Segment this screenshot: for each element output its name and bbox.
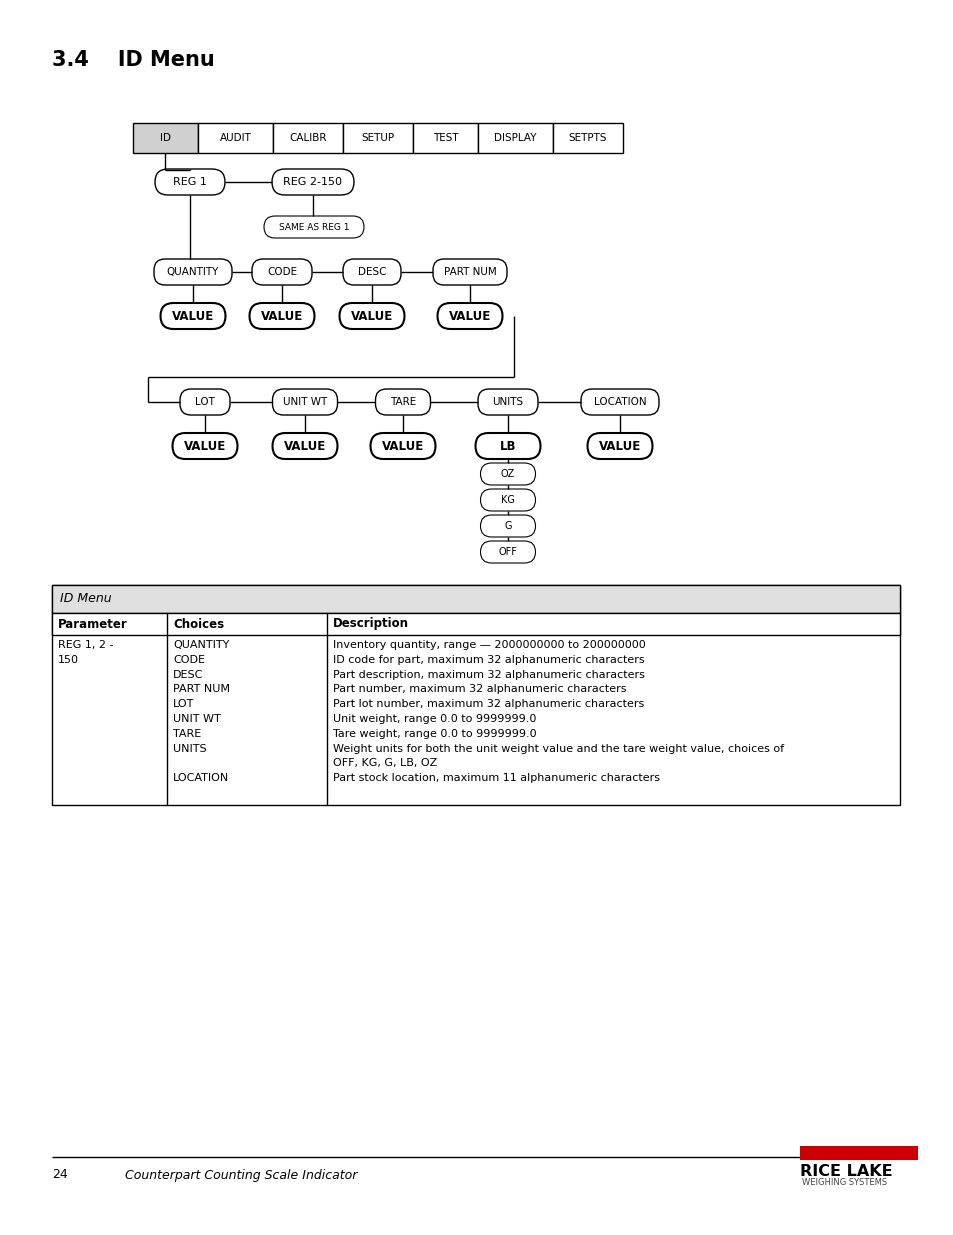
FancyBboxPatch shape xyxy=(180,389,230,415)
FancyBboxPatch shape xyxy=(580,389,659,415)
FancyBboxPatch shape xyxy=(160,303,225,329)
Bar xyxy=(198,124,273,153)
Text: RICE LAKE: RICE LAKE xyxy=(800,1165,892,1179)
Text: REG 1, 2 -
150: REG 1, 2 - 150 xyxy=(58,640,113,664)
FancyBboxPatch shape xyxy=(370,433,435,459)
Text: UNIT WT: UNIT WT xyxy=(283,396,327,408)
Text: SETPTS: SETPTS xyxy=(568,133,607,143)
FancyBboxPatch shape xyxy=(273,389,337,415)
FancyBboxPatch shape xyxy=(252,259,312,285)
Text: Parameter: Parameter xyxy=(58,618,128,631)
Bar xyxy=(52,585,899,613)
FancyBboxPatch shape xyxy=(154,169,225,195)
FancyBboxPatch shape xyxy=(480,463,535,485)
Text: TEST: TEST xyxy=(433,133,457,143)
Text: SAME AS REG 1: SAME AS REG 1 xyxy=(278,222,349,231)
Text: DESC: DESC xyxy=(357,267,386,277)
Bar xyxy=(477,124,553,153)
FancyBboxPatch shape xyxy=(433,259,506,285)
FancyBboxPatch shape xyxy=(480,541,535,563)
FancyBboxPatch shape xyxy=(250,303,314,329)
Text: QUANTITY: QUANTITY xyxy=(167,267,219,277)
Text: LOT: LOT xyxy=(194,396,214,408)
Text: VALUE: VALUE xyxy=(184,440,226,452)
FancyBboxPatch shape xyxy=(153,259,232,285)
Text: Inventory quantity, range — 2000000000 to 200000000
ID code for part, maximum 32: Inventory quantity, range — 2000000000 t… xyxy=(333,640,783,783)
Text: KG: KG xyxy=(500,495,515,505)
Text: SETUP: SETUP xyxy=(361,133,395,143)
Text: Description: Description xyxy=(333,618,409,631)
Text: DISPLAY: DISPLAY xyxy=(494,133,537,143)
Bar xyxy=(132,124,198,153)
Bar xyxy=(52,585,899,805)
Bar xyxy=(52,613,899,635)
FancyBboxPatch shape xyxy=(264,216,364,238)
FancyBboxPatch shape xyxy=(273,433,337,459)
Text: QUANTITY
CODE
DESC
PART NUM
LOT
UNIT WT
TARE
UNITS

LOCATION: QUANTITY CODE DESC PART NUM LOT UNIT WT … xyxy=(172,640,230,783)
Text: AUDIT: AUDIT xyxy=(219,133,252,143)
Bar xyxy=(343,124,413,153)
Text: VALUE: VALUE xyxy=(381,440,424,452)
Text: WEIGHING SYSTEMS: WEIGHING SYSTEMS xyxy=(801,1178,886,1187)
Text: VALUE: VALUE xyxy=(351,310,393,322)
Bar xyxy=(413,124,477,153)
Text: VALUE: VALUE xyxy=(598,440,640,452)
Text: REG 2-150: REG 2-150 xyxy=(283,177,342,186)
Text: VALUE: VALUE xyxy=(449,310,491,322)
Text: 24: 24 xyxy=(52,1168,68,1182)
Text: CALIBR: CALIBR xyxy=(289,133,327,143)
FancyBboxPatch shape xyxy=(587,433,652,459)
FancyBboxPatch shape xyxy=(343,259,400,285)
Text: ID Menu: ID Menu xyxy=(60,593,112,605)
Text: VALUE: VALUE xyxy=(260,310,303,322)
Text: G: G xyxy=(504,521,511,531)
FancyBboxPatch shape xyxy=(437,303,502,329)
FancyBboxPatch shape xyxy=(172,433,237,459)
FancyBboxPatch shape xyxy=(272,169,354,195)
Text: OZ: OZ xyxy=(500,469,515,479)
Text: 3.4    ID Menu: 3.4 ID Menu xyxy=(52,49,214,70)
FancyBboxPatch shape xyxy=(339,303,404,329)
Text: VALUE: VALUE xyxy=(284,440,326,452)
Text: VALUE: VALUE xyxy=(172,310,213,322)
Text: Choices: Choices xyxy=(172,618,224,631)
FancyBboxPatch shape xyxy=(475,433,540,459)
Text: REG 1: REG 1 xyxy=(172,177,207,186)
Text: OFF: OFF xyxy=(498,547,517,557)
Text: ID: ID xyxy=(160,133,171,143)
FancyBboxPatch shape xyxy=(480,489,535,511)
Bar xyxy=(273,124,343,153)
Text: CODE: CODE xyxy=(267,267,296,277)
Text: LB: LB xyxy=(499,440,516,452)
Bar xyxy=(800,1146,917,1160)
Text: Counterpart Counting Scale Indicator: Counterpart Counting Scale Indicator xyxy=(125,1168,357,1182)
Text: TARE: TARE xyxy=(390,396,416,408)
Text: LOCATION: LOCATION xyxy=(593,396,645,408)
Text: PART NUM: PART NUM xyxy=(443,267,496,277)
Text: UNITS: UNITS xyxy=(492,396,523,408)
FancyBboxPatch shape xyxy=(375,389,430,415)
Bar xyxy=(553,124,622,153)
FancyBboxPatch shape xyxy=(477,389,537,415)
FancyBboxPatch shape xyxy=(480,515,535,537)
